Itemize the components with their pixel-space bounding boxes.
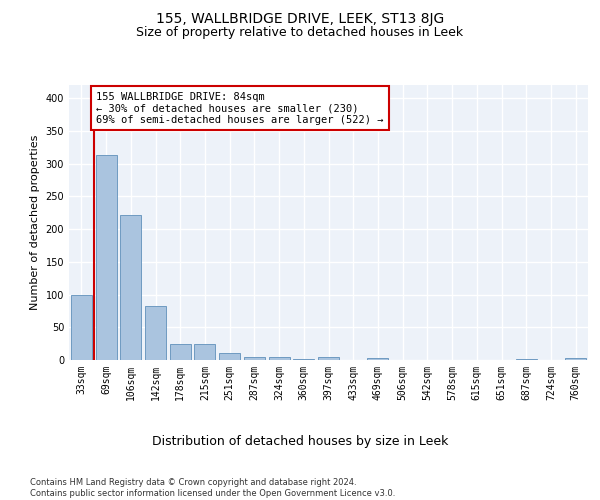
- Bar: [170, 344, 191, 360]
- Bar: [95, 155, 116, 360]
- Bar: [244, 356, 265, 360]
- Bar: [120, 214, 141, 360]
- Bar: [194, 344, 215, 360]
- Bar: [565, 358, 586, 360]
- Text: 155 WALLBRIDGE DRIVE: 84sqm
← 30% of detached houses are smaller (230)
69% of se: 155 WALLBRIDGE DRIVE: 84sqm ← 30% of det…: [96, 92, 383, 124]
- Text: 155, WALLBRIDGE DRIVE, LEEK, ST13 8JG: 155, WALLBRIDGE DRIVE, LEEK, ST13 8JG: [156, 12, 444, 26]
- Bar: [516, 358, 537, 360]
- Text: Distribution of detached houses by size in Leek: Distribution of detached houses by size …: [152, 435, 448, 448]
- Bar: [293, 358, 314, 360]
- Bar: [367, 358, 388, 360]
- Y-axis label: Number of detached properties: Number of detached properties: [30, 135, 40, 310]
- Bar: [71, 295, 92, 360]
- Bar: [145, 306, 166, 360]
- Text: Size of property relative to detached houses in Leek: Size of property relative to detached ho…: [136, 26, 464, 39]
- Text: Contains HM Land Registry data © Crown copyright and database right 2024.
Contai: Contains HM Land Registry data © Crown c…: [30, 478, 395, 498]
- Bar: [219, 353, 240, 360]
- Bar: [269, 358, 290, 360]
- Bar: [318, 356, 339, 360]
